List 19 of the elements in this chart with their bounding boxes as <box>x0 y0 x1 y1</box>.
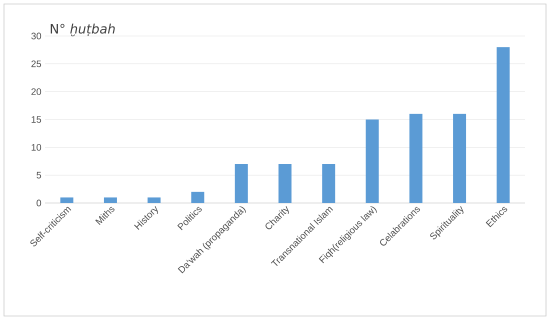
bar <box>234 164 248 203</box>
bar <box>278 164 292 203</box>
bar <box>366 120 379 203</box>
y-tick-label: 5 <box>36 172 42 178</box>
y-tick-label: 0 <box>36 200 42 206</box>
chart-title: N° ḫuṭbah <box>50 24 115 36</box>
y-tick-label: 30 <box>31 32 42 40</box>
bar <box>191 192 204 203</box>
bar <box>148 197 161 203</box>
y-tick-label: 15 <box>32 116 42 123</box>
bar <box>104 197 117 203</box>
bar <box>322 164 336 203</box>
y-tick-label: 20 <box>31 88 42 96</box>
bar <box>496 47 510 203</box>
y-tick-label: 25 <box>31 60 42 68</box>
bar <box>409 114 422 203</box>
bar <box>60 197 74 203</box>
y-tick-label: 10 <box>32 144 42 151</box>
bar <box>453 114 466 203</box>
